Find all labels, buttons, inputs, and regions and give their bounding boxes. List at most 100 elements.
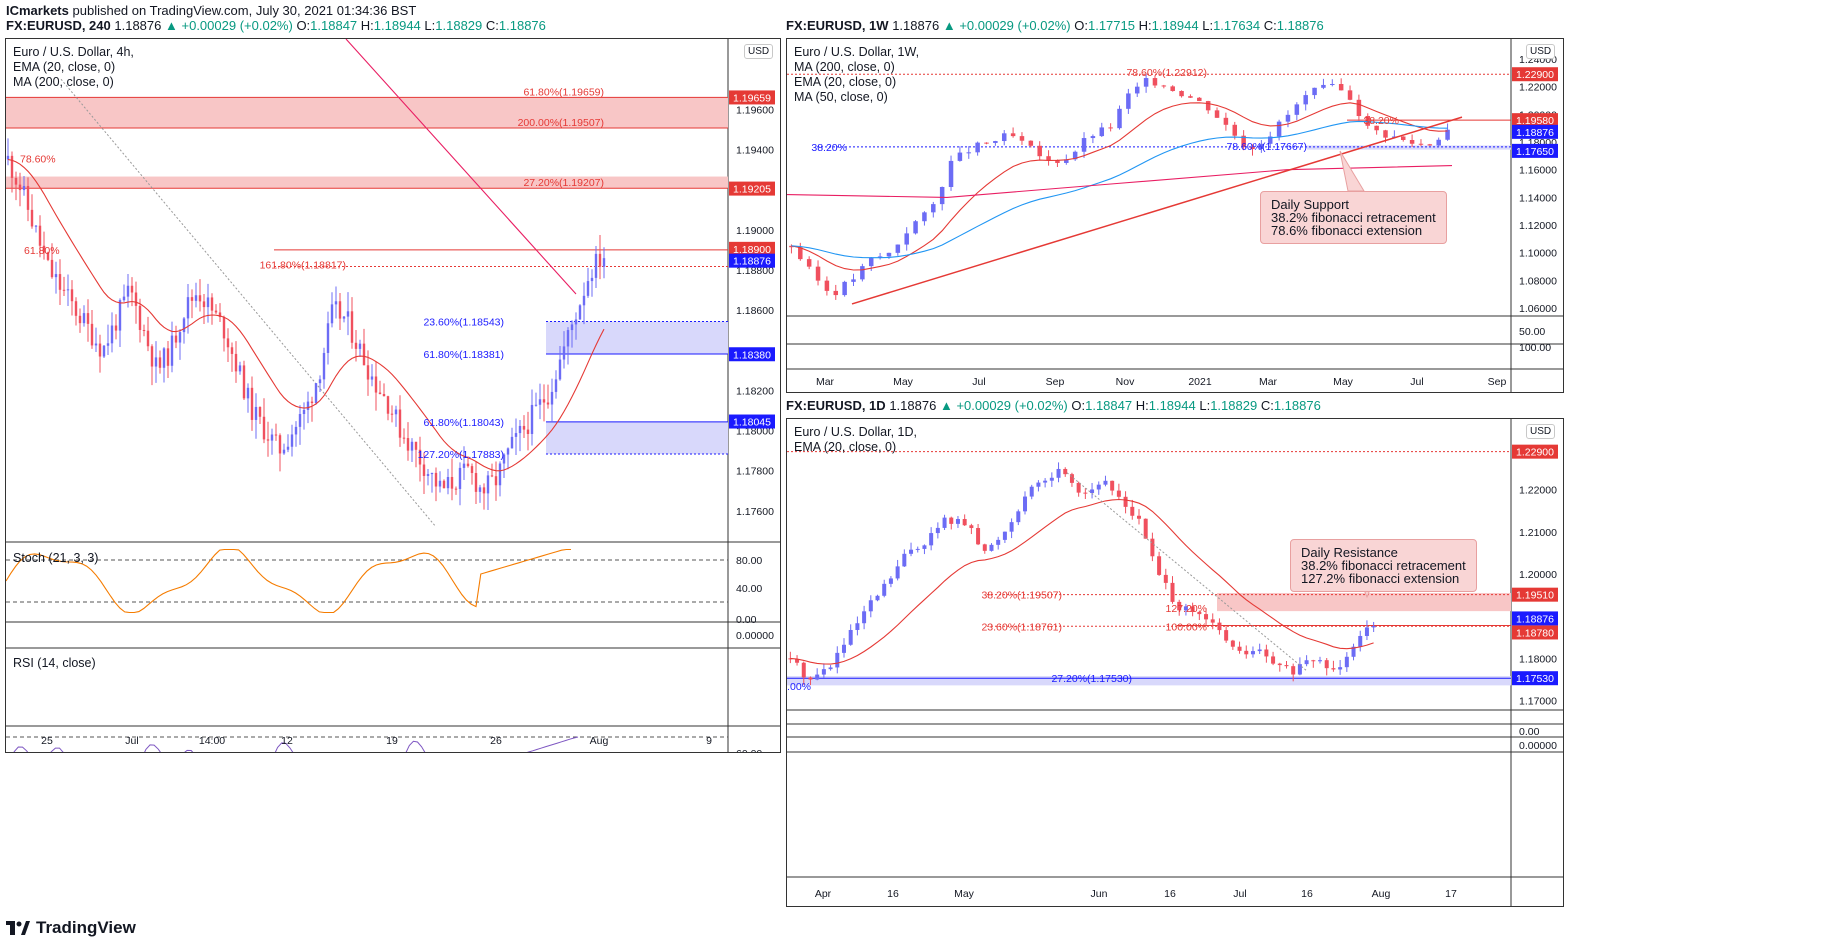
- candle-body: [74, 301, 78, 316]
- price-tick: 1.10000: [1519, 248, 1557, 260]
- price-tag: 1.18900: [733, 244, 771, 256]
- candle-body: [1230, 640, 1235, 647]
- currency-badge[interactable]: USD: [744, 44, 774, 59]
- price-tick: 0.00: [1519, 726, 1540, 738]
- candle-body: [1016, 511, 1021, 523]
- candle-body: [1232, 124, 1238, 136]
- symbol: FX:EURUSD, 1W: [786, 18, 889, 33]
- candle-body: [90, 323, 94, 346]
- candle-body: [10, 155, 14, 178]
- candle-body: [342, 316, 346, 319]
- price-tag-bg: [1512, 67, 1558, 82]
- candle-body: [1081, 138, 1087, 152]
- candle-body: [582, 295, 586, 306]
- candle-body: [976, 528, 981, 545]
- symbol: FX:EURUSD, 240: [6, 18, 111, 33]
- candle-body: [234, 353, 238, 372]
- tradingview-footer[interactable]: TradingView: [6, 918, 136, 938]
- price-tag-bg: [1512, 124, 1558, 139]
- candle-body: [842, 281, 847, 296]
- fib-label: 200.00%(1.19507): [518, 117, 604, 129]
- candle-body: [1383, 130, 1388, 138]
- legend-title: Euro / U.S. Dollar, 1D,: [794, 425, 917, 439]
- candle-body: [146, 330, 150, 347]
- candle-body: [801, 662, 806, 678]
- chart-d1-title: FX:EURUSD, 1D 1.18876 ▲ +0.00029 (+0.02%…: [786, 398, 1321, 414]
- candle-body: [1126, 93, 1131, 109]
- close-value: 1.18876: [1273, 398, 1321, 413]
- candle-body: [214, 310, 218, 313]
- candle-body: [330, 304, 334, 324]
- candle-body: [546, 402, 550, 405]
- x-axis-label: Mar: [1259, 376, 1278, 388]
- ma50-line: [791, 120, 1448, 259]
- chart-d1-svg[interactable]: 1.220001.210001.200001.180001.170000.000…: [787, 419, 1563, 906]
- open-value: 1.18847: [1085, 398, 1133, 413]
- price-tick: 1.17800: [736, 466, 774, 478]
- x-axis-label: 26: [490, 735, 502, 747]
- candle-body: [1076, 482, 1081, 493]
- candle-body: [1157, 556, 1162, 575]
- candle-body: [1037, 145, 1042, 157]
- candle-body: [210, 297, 214, 311]
- legend-ma200: MA (200, close, 0): [794, 60, 895, 74]
- price-tick: 1.17600: [736, 506, 774, 518]
- price-tag-bg: [1512, 625, 1558, 640]
- resistance-zone: [6, 176, 728, 189]
- candle-body: [1277, 663, 1282, 666]
- currency-badge[interactable]: USD: [1526, 424, 1556, 439]
- candle-body: [1197, 97, 1202, 102]
- currency-badge[interactable]: USD: [1526, 44, 1556, 59]
- candle-body: [110, 325, 114, 344]
- candle-body: [1291, 666, 1296, 675]
- candle-body: [1241, 135, 1246, 148]
- chart-w1-svg[interactable]: 1.240001.220001.200001.180001.160001.140…: [787, 39, 1563, 392]
- candle-body: [969, 525, 974, 529]
- price-tick: 1.06000: [1519, 303, 1557, 315]
- candle-body: [909, 549, 914, 554]
- up-arrow-icon: ▲: [942, 18, 956, 33]
- chart-h4-svg[interactable]: 1.19600 1.19400 1.19000 1.18800 1.18600 1.182…: [6, 39, 780, 752]
- candle-body: [828, 667, 833, 670]
- x-axis-label: 12: [281, 735, 293, 747]
- x-axis-label: May: [893, 376, 914, 388]
- chart-w1-pane[interactable]: 1.240001.220001.200001.180001.160001.140…: [786, 38, 1564, 393]
- price-tag-bg: [1512, 113, 1558, 128]
- candle-body: [458, 467, 462, 489]
- candle-body: [130, 285, 134, 293]
- candle-body: [1009, 522, 1014, 532]
- candle-body: [1338, 84, 1344, 91]
- price-tick: 1.14000: [1519, 192, 1557, 204]
- price-tick: 1.21000: [1519, 527, 1557, 539]
- x-axis-label: 17: [1445, 888, 1457, 900]
- candle-body: [888, 578, 893, 584]
- author-name[interactable]: ICmarkets: [6, 3, 69, 18]
- candle-body: [390, 413, 394, 415]
- candle-body: [454, 488, 458, 490]
- candle-body: [226, 338, 230, 348]
- candle-body: [62, 289, 66, 291]
- high-label: H:: [1135, 398, 1149, 413]
- candle-body: [174, 335, 178, 343]
- candle-body: [1267, 136, 1273, 144]
- chart-d1-pane[interactable]: 1.22000 1.21000 1.20000 1.18000 1.17000 0.00 0…: [786, 418, 1564, 907]
- candle-body: [1179, 91, 1184, 97]
- candle-body: [1358, 635, 1363, 647]
- candle-body: [902, 553, 907, 567]
- publish-info: ICmarkets published on TradingView.com, …: [6, 0, 416, 22]
- candle-body: [1344, 656, 1349, 668]
- candle-body: [1364, 627, 1369, 636]
- candle-body: [833, 290, 839, 296]
- price-tick: 1.18000: [1519, 653, 1557, 665]
- price-tag-bg: [729, 253, 775, 268]
- fib-label: 78.60%: [20, 153, 56, 165]
- candle-body: [1330, 84, 1335, 86]
- chart-h4-pane[interactable]: 1.19600 1.19400 1.19000 1.18800 1.18600 1.182…: [5, 38, 781, 753]
- candle-body: [22, 185, 26, 191]
- price-tag: 1.19659: [733, 92, 771, 104]
- x-axis-label: 16: [887, 888, 899, 900]
- note-line-2: 38.2% fibonacci retracement: [1271, 210, 1436, 225]
- candle-body: [354, 342, 358, 349]
- candle-body: [1224, 630, 1229, 641]
- candle-body: [1183, 606, 1188, 611]
